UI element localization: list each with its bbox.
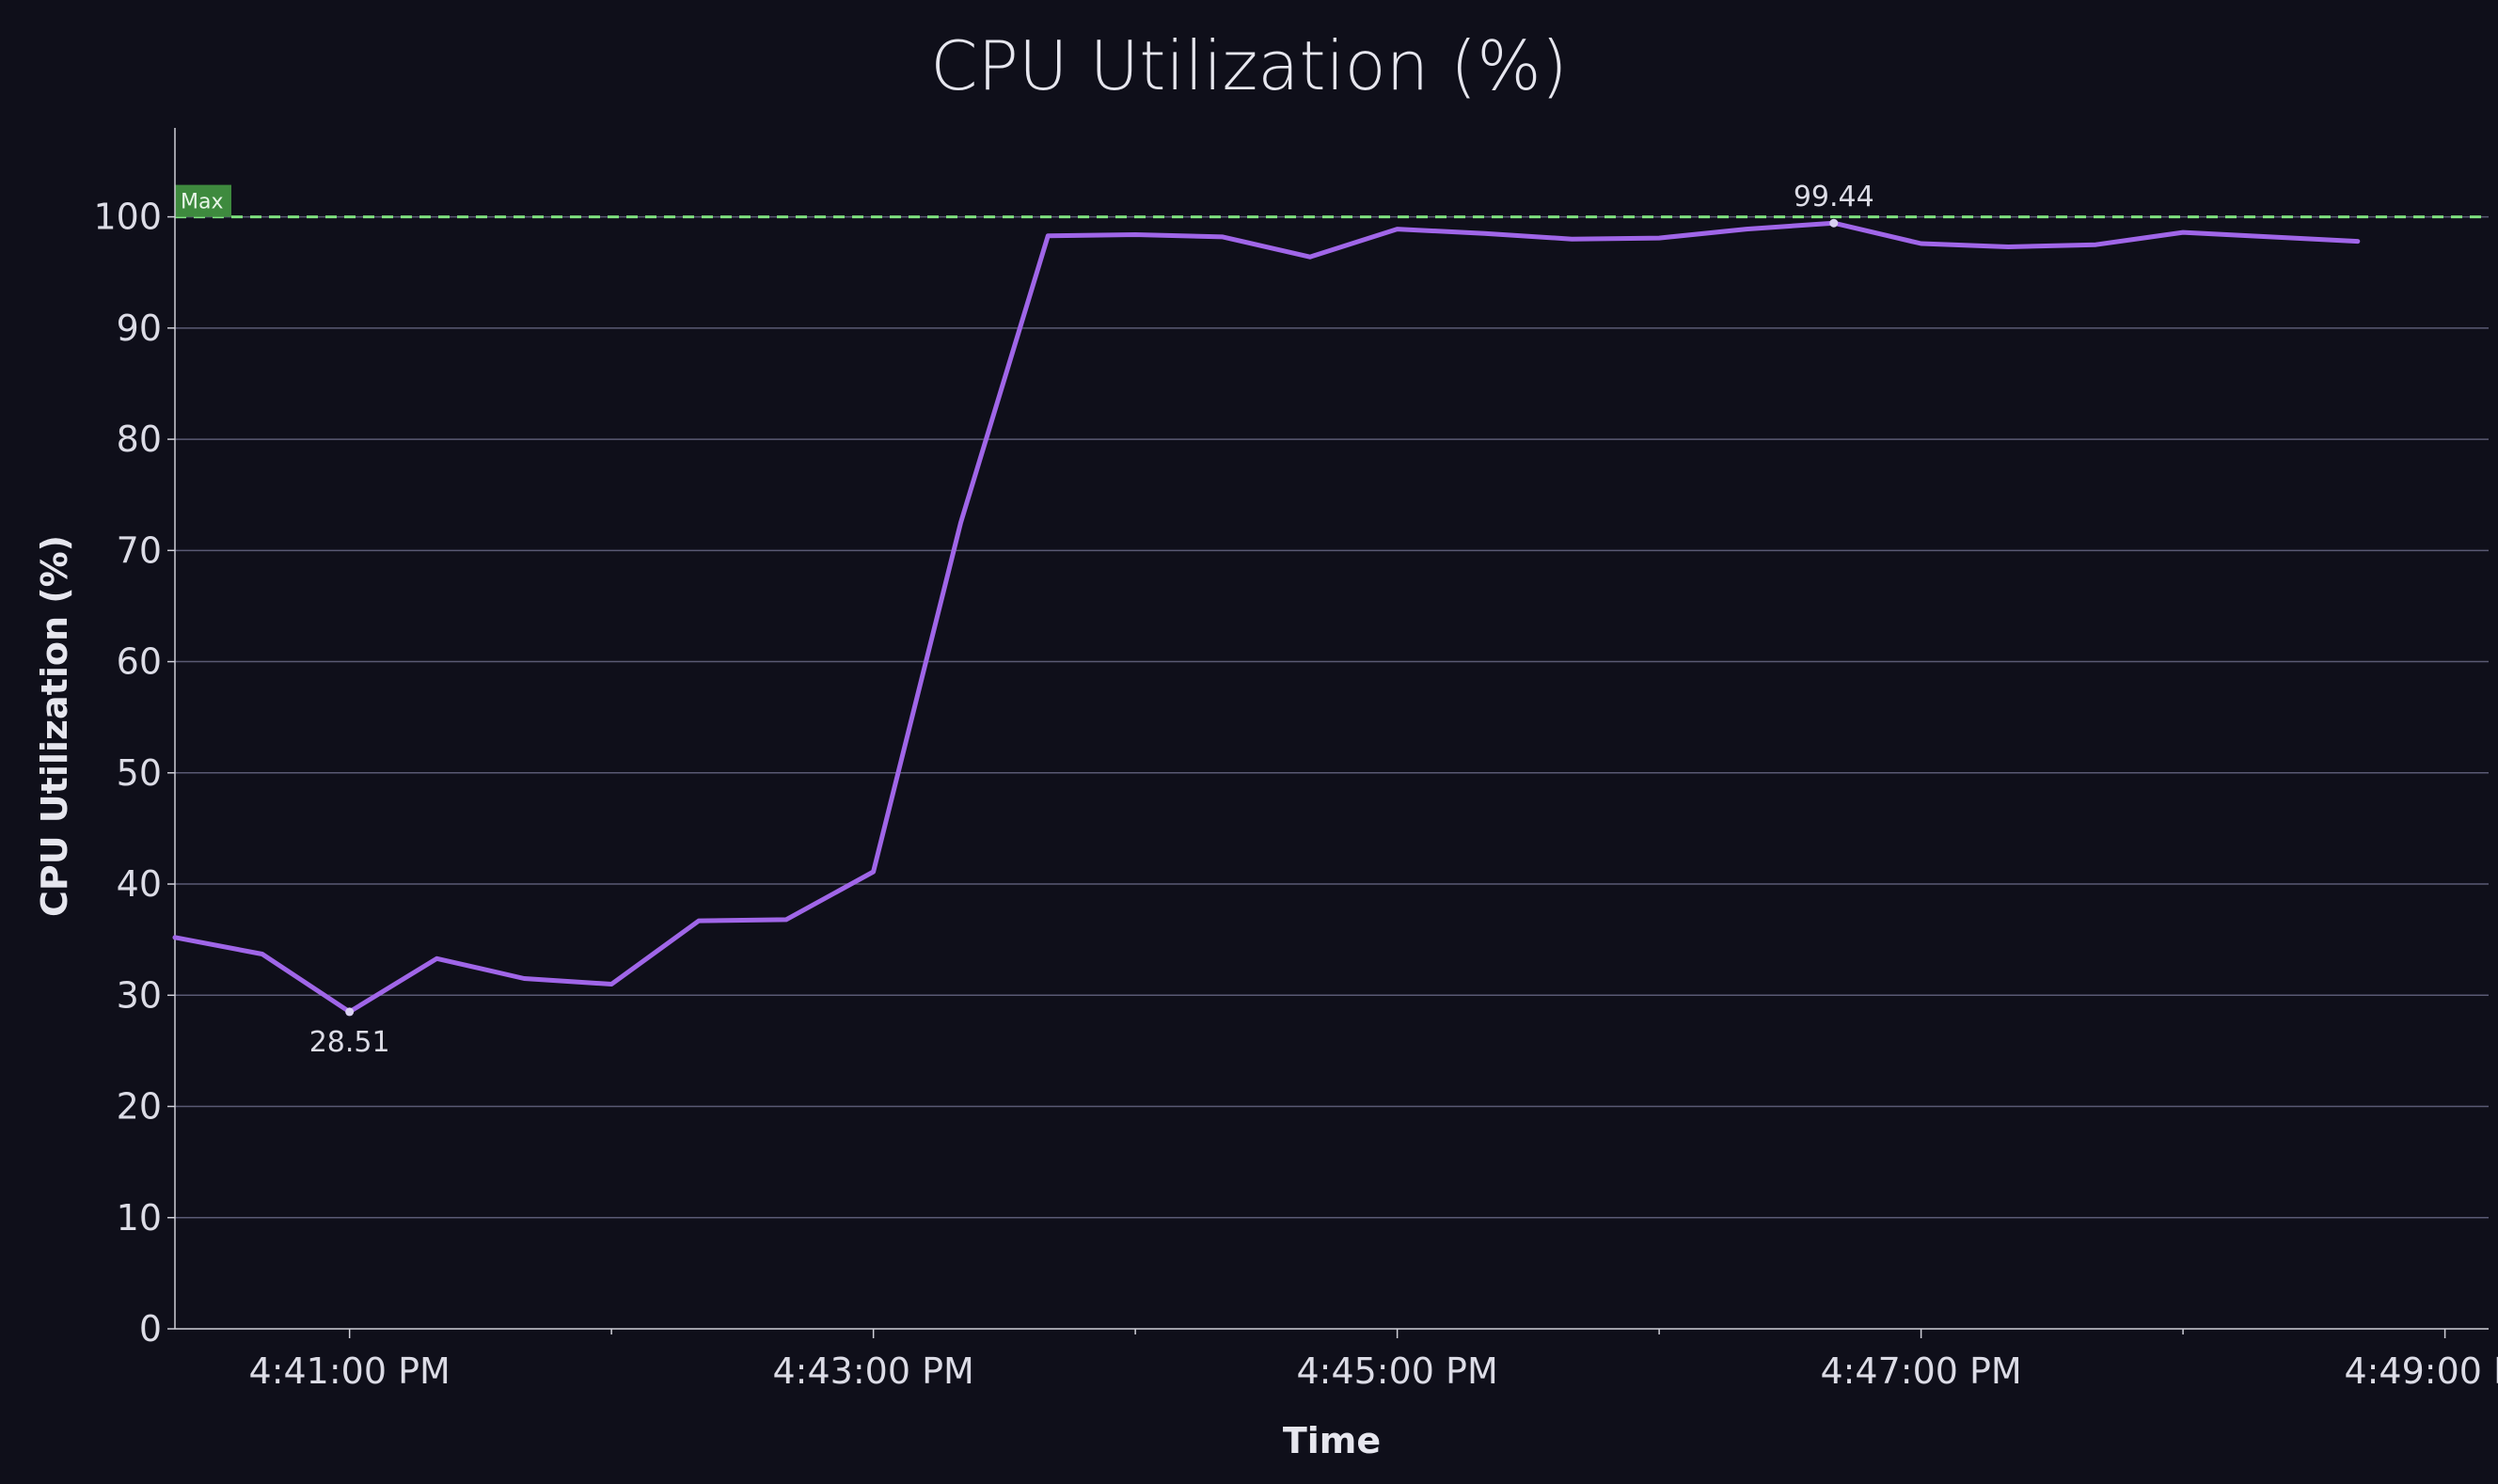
- y-tick-label: 20: [117, 1086, 162, 1128]
- x-tick-label: 4:47:00 PM: [1820, 1350, 2021, 1392]
- y-tick-label: 0: [139, 1308, 162, 1350]
- max-label-badge: [175, 184, 231, 217]
- data-label: 28.51: [309, 1026, 390, 1059]
- data-annotations: 28.51 99.44: [309, 181, 1874, 1059]
- x-axis-ticks: 4:41:00 PM 4:43:00 PM 4:45:00 PM 4:47:00 PM…: [249, 1329, 2498, 1392]
- y-axis-title: CPU Utilization (%): [34, 535, 75, 917]
- chart-title: CPU Utilization (%): [930, 26, 1568, 105]
- y-tick-label: 40: [117, 863, 162, 905]
- y-tick-label: 90: [117, 308, 162, 349]
- y-axis-ticks: 0 10 20 30 40 50 60 70 80 90 100: [93, 197, 175, 1350]
- series-lines: [172, 220, 2361, 1015]
- y-tick-label: 60: [117, 641, 162, 683]
- data-label: 99.44: [1794, 181, 1874, 213]
- cpu-series-line: [172, 220, 2361, 1015]
- x-tick-label: 4:45:00 PM: [1296, 1350, 1497, 1392]
- annotated-point: [345, 1007, 355, 1017]
- y-tick-label: 50: [117, 752, 162, 794]
- x-tick-label: 4:41:00 PM: [249, 1350, 451, 1392]
- y-tick-label: 80: [117, 418, 162, 460]
- y-tick-label: 70: [117, 529, 162, 571]
- x-tick-label: 4:43:00 PM: [773, 1350, 974, 1392]
- y-tick-label: 100: [93, 197, 162, 238]
- annotated-point: [1829, 218, 1839, 228]
- y-tick-label: 10: [117, 1197, 162, 1239]
- max-reference-line: Max: [175, 184, 2489, 219]
- y-tick-label: 30: [117, 974, 162, 1016]
- max-label: Max: [181, 191, 223, 214]
- x-axis-title: Time: [1283, 1420, 1381, 1461]
- x-tick-label: 4:49:00 PM: [2344, 1350, 2498, 1392]
